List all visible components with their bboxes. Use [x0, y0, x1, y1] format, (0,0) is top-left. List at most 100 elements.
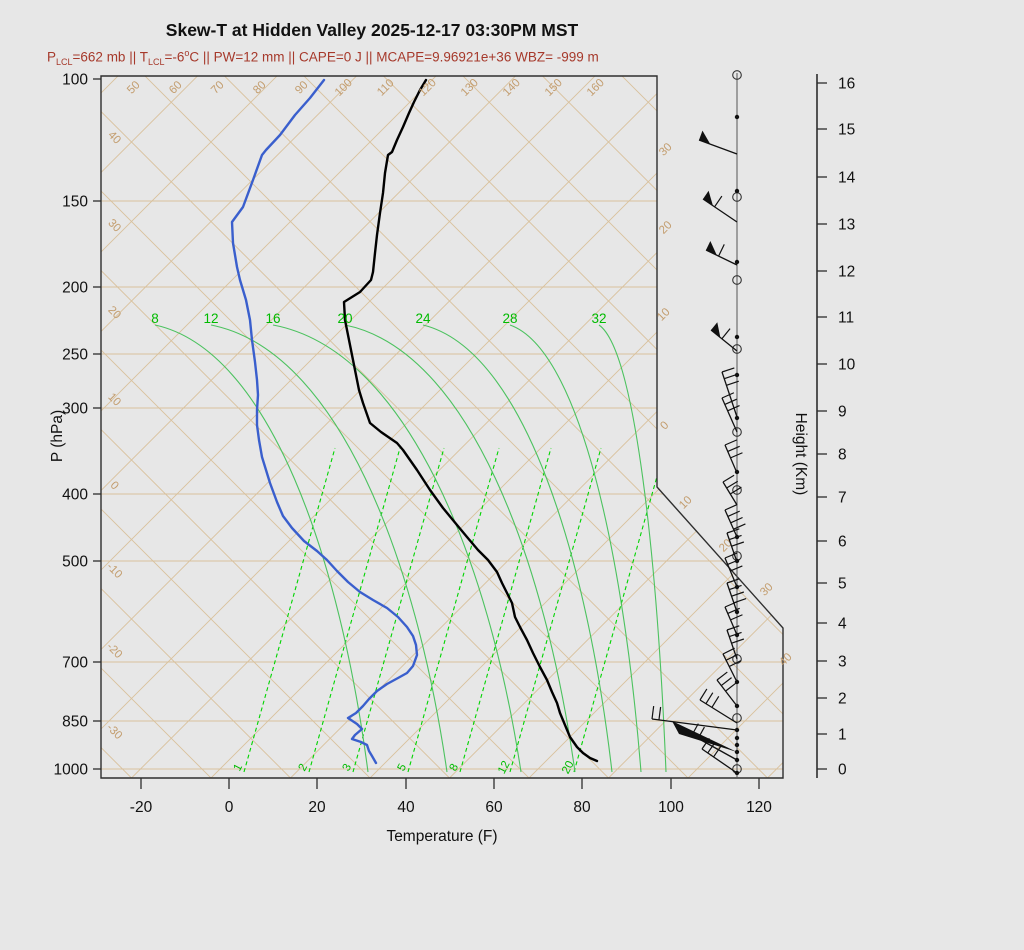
wind-barb-feather [726, 528, 740, 534]
wind-barb [699, 688, 738, 724]
wind-barb-staff [726, 582, 738, 613]
pressure-tick-label: 200 [62, 280, 88, 297]
wind-barb-feather [724, 504, 738, 511]
height-tick-label: 14 [838, 170, 856, 187]
adiabat-top-label: 140 [501, 77, 523, 99]
moist-adiabat-line [344, 324, 576, 773]
moist-adiabat-line [210, 324, 448, 773]
temperature-curve [342, 78, 599, 763]
wind-barb-feather [725, 682, 737, 692]
wind-barb-staff [726, 532, 738, 563]
temperature-tick-label: 80 [573, 799, 591, 816]
mixing-ratio-label: 3 [341, 762, 355, 773]
height-tick-label: 12 [838, 264, 855, 281]
pressure-tick-label: 150 [62, 194, 88, 211]
pressure-axis-title: P (hPa) [49, 409, 66, 463]
isotherm-line [195, 76, 783, 778]
mixing-ratio-label: 5 [396, 762, 410, 773]
height-tick-label: 16 [838, 76, 855, 93]
moist-adiabat-line [598, 324, 667, 773]
moist-adiabat-label: 28 [502, 311, 517, 326]
dry-adiabat-line [282, 76, 783, 778]
wind-level-dot [734, 188, 740, 194]
isotherm-right-label: 0 [658, 419, 671, 432]
isotherm-right-label: 20 [657, 219, 675, 237]
wind-level-circle [732, 275, 742, 285]
height-tick-label: 0 [838, 762, 847, 779]
adiabat-top-label: 100 [333, 77, 355, 99]
wind-level-dot [734, 742, 740, 748]
dry-adiabat-line [101, 76, 386, 778]
height-tick-label: 13 [838, 217, 855, 234]
wind-barb-feather [730, 565, 743, 572]
wind-barb-staff [699, 699, 738, 724]
wind-barb-wedge [672, 721, 737, 752]
isotherm-line [101, 76, 617, 778]
wind-barb [721, 392, 740, 433]
param-text: =662 mb || T [72, 49, 148, 65]
adiabat-top-label: 90 [293, 79, 311, 97]
page-title: Skew-T at Hidden Valley 2025-12-17 03:30… [165, 20, 579, 40]
pressure-tick-label: 850 [62, 714, 88, 731]
wind-barb [716, 671, 738, 707]
wind-level-circle [732, 485, 742, 495]
dry-adiabat-line [521, 76, 783, 778]
isotherm-right-label: 30 [657, 141, 675, 159]
wind-level-dot [734, 735, 740, 741]
isotherm-line [101, 76, 696, 778]
isotherm-line [101, 76, 537, 778]
wind-barb-feather [711, 696, 720, 708]
isotherm-line [101, 76, 140, 778]
wind-barb-feather [714, 195, 723, 208]
wind-barb-feather [724, 552, 738, 559]
wind-barb-staff [726, 629, 738, 660]
wind-barb-pennant [711, 322, 721, 338]
wind-barb [722, 474, 742, 506]
height-tick-label: 7 [838, 490, 847, 507]
skew-grid [101, 76, 783, 778]
wind-barb-feather [731, 591, 745, 597]
wind-barb-feather [716, 671, 728, 681]
dry-adiabat-line [203, 76, 783, 778]
wind-barb-feather [721, 367, 735, 373]
wind-barb [701, 737, 738, 774]
mixing-ratio-label: 8 [448, 762, 462, 773]
adiabat-left-label: 10 [105, 391, 123, 409]
isotherm-line [101, 76, 458, 778]
wind-barb-staff [724, 509, 738, 538]
dry-adiabat-line [101, 76, 545, 778]
moist-adiabat-label: 24 [415, 311, 431, 326]
wind-barb [698, 130, 738, 155]
wind-barb-staff [691, 734, 738, 761]
wind-barb-feather [727, 558, 740, 566]
wind-barb [705, 240, 738, 266]
moist-adiabat-line [422, 324, 613, 773]
wind-barb-feather [651, 706, 655, 720]
wind-barb-feather [727, 607, 740, 614]
wind-barb [724, 601, 743, 636]
isotherm-line [275, 76, 783, 778]
dry-adiabat-line [101, 76, 147, 778]
temperature-tick-label: 60 [485, 799, 503, 816]
wind-barb [726, 625, 745, 660]
wind-barb [702, 190, 738, 223]
height-axis-title: Height (Km) [792, 412, 809, 496]
adiabat-top-label: 70 [209, 79, 227, 97]
moist-adiabat-label: 12 [203, 311, 218, 326]
mixing-ratio-label: 1 [232, 762, 246, 773]
moist-adiabat-line [154, 324, 369, 773]
wind-barb-pennant [699, 130, 711, 145]
mixing-ratio-line [352, 447, 445, 773]
wind-barb-staff [724, 606, 738, 636]
wind-barb-feather [733, 523, 746, 530]
wind-barb [691, 723, 738, 761]
height-tick-label: 10 [838, 357, 856, 374]
height-tick-label: 4 [838, 616, 847, 633]
dry-adiabat-line [101, 76, 624, 778]
wind-barb-feather [726, 625, 740, 631]
wind-level-circle [732, 427, 742, 437]
moist-adiabat-label: 8 [151, 311, 159, 326]
adiabat-top-label: 160 [585, 77, 607, 99]
wind-barb-feather [724, 601, 738, 608]
